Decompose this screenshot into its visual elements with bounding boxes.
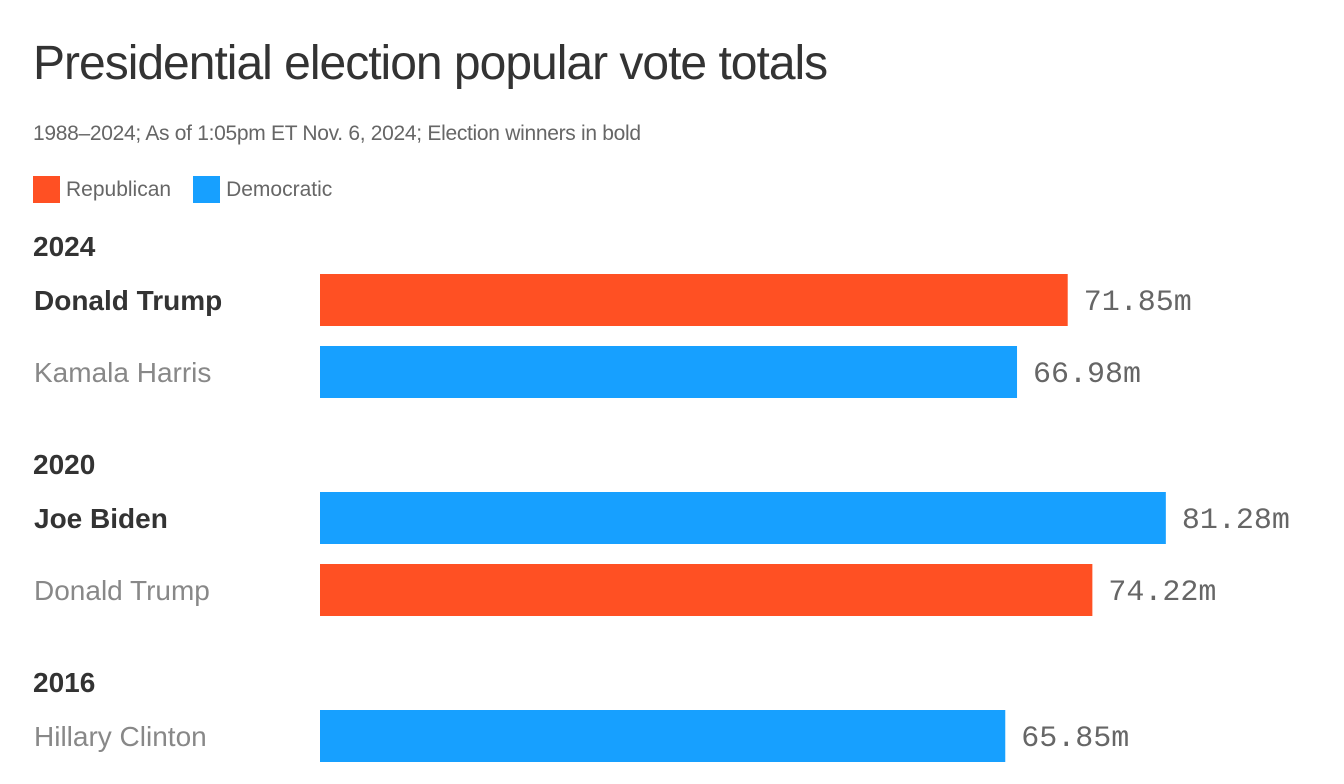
legend-swatch-democratic bbox=[193, 176, 221, 203]
value-label: 81.28m bbox=[1182, 504, 1290, 538]
legend-label-democratic: Democratic bbox=[226, 177, 333, 201]
legend-label-republican: Republican bbox=[66, 177, 172, 201]
bar bbox=[320, 346, 1018, 398]
year-label: 2020 bbox=[33, 449, 95, 480]
chart-title: Presidential election popular vote total… bbox=[33, 37, 828, 90]
legend-item-republican: Republican bbox=[33, 176, 171, 203]
bar bbox=[320, 492, 1166, 544]
bar bbox=[320, 274, 1068, 326]
year-label: 2016 bbox=[33, 667, 95, 698]
bar bbox=[320, 710, 1006, 762]
candidate-label: Donald Trump bbox=[34, 285, 222, 316]
candidate-label: Joe Biden bbox=[34, 503, 168, 534]
value-label: 74.22m bbox=[1108, 576, 1216, 610]
candidate-label: Donald Trump bbox=[34, 575, 210, 606]
chart-subtitle: 1988–2024; As of 1:05pm ET Nov. 6, 2024;… bbox=[33, 122, 641, 145]
value-label: 71.85m bbox=[1084, 286, 1192, 320]
legend-item-democratic: Democratic bbox=[193, 176, 332, 203]
candidate-label: Hillary Clinton bbox=[34, 721, 207, 752]
legend: Republican Democratic bbox=[33, 176, 354, 203]
value-label: 65.85m bbox=[1021, 722, 1129, 756]
candidate-label: Kamala Harris bbox=[34, 357, 211, 388]
bar bbox=[320, 564, 1093, 616]
legend-swatch-republican bbox=[33, 176, 60, 203]
value-label: 66.98m bbox=[1033, 358, 1141, 392]
year-label: 2024 bbox=[33, 231, 96, 262]
